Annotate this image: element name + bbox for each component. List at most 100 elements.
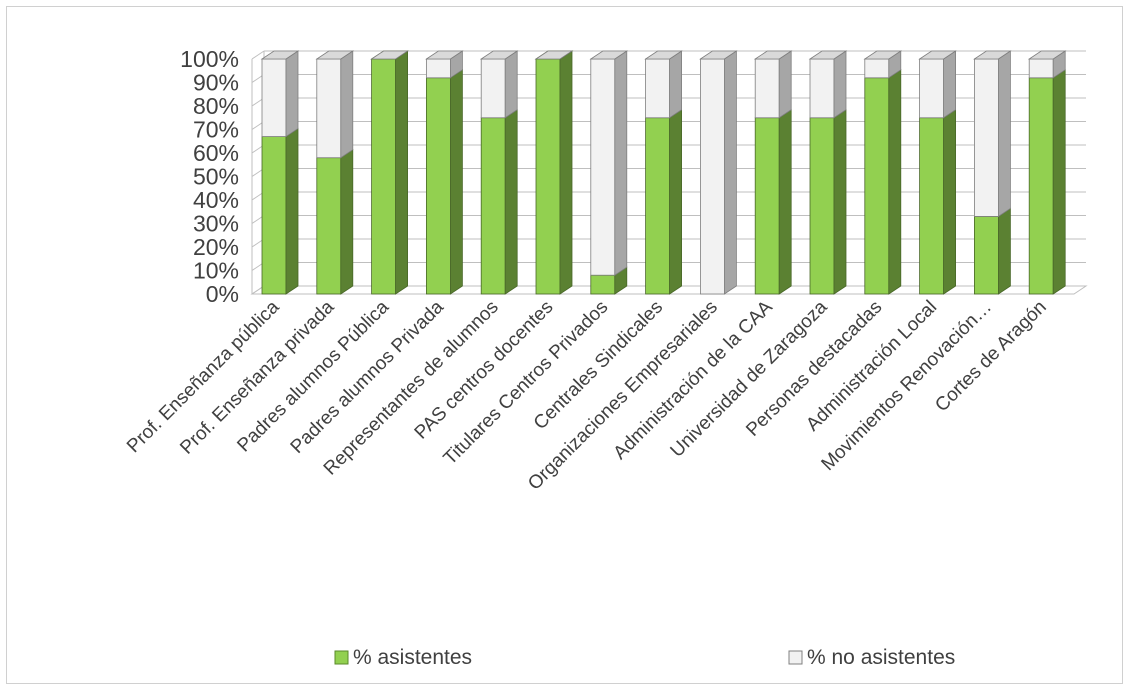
bar-asistentes-side (998, 207, 1011, 295)
bar-no-asistentes-front (261, 58, 287, 137)
bar-no-asistentes-front (919, 58, 944, 119)
bar-asistentes-side (888, 69, 902, 295)
bar-no-asistentes (260, 50, 300, 138)
bar-asistentes-side (943, 109, 956, 295)
bar-asistentes-front (974, 216, 999, 295)
bar-asistentes-side (778, 109, 792, 295)
bar-no-asistentes-side (504, 50, 518, 119)
bar-asistentes-side (504, 109, 518, 295)
bar-no-asistentes (808, 50, 848, 119)
bar-no-asistentes-front (974, 58, 999, 217)
legend-swatch-asistentes (334, 650, 349, 665)
bar-asistentes-front (590, 274, 616, 295)
bar-asistentes-front (425, 77, 451, 295)
legend-label-no-asistentes: % no asistentes (807, 646, 955, 669)
y-tick-label: 20% (193, 234, 239, 260)
bar-no-asistentes-side (943, 50, 956, 119)
bar-no-asistentes (753, 50, 793, 119)
bar-asistentes (590, 266, 628, 295)
bar-no-asistentes-front (590, 58, 616, 276)
bar-asistentes-front (316, 157, 342, 295)
bar-no-asistentes-top (918, 50, 957, 60)
bar-no-asistentes-front (316, 58, 342, 159)
bar-asistentes (370, 50, 409, 295)
bar-asistentes-front (535, 58, 561, 295)
bar-no-asistentes-side (998, 50, 1011, 218)
bar-asistentes-front (919, 117, 944, 295)
y-tick-label: 60% (193, 140, 239, 166)
bar-no-asistentes-side (724, 50, 737, 295)
y-tick-label: 70% (193, 117, 239, 143)
bar-asistentes-front (809, 117, 835, 295)
bar-asistentes-front (754, 117, 780, 295)
bar-no-asistentes (973, 50, 1012, 218)
bar-no-asistentes-front (809, 58, 835, 119)
bar-asistentes (864, 69, 902, 295)
bar-asistentes-side (669, 109, 682, 295)
bar-asistentes-side (833, 109, 847, 295)
bar-asistentes (425, 69, 463, 295)
bar-asistentes-side (1052, 69, 1066, 295)
bar-no-asistentes (479, 50, 519, 119)
bar-no-asistentes-top (644, 50, 683, 60)
stacked-bar-chart: 0%10%20%30%40%50%60%70%80%90%100% Prof. … (123, 46, 1088, 669)
bar-asistentes-front (1028, 77, 1054, 295)
bar-no-asistentes-top (973, 50, 1012, 60)
bar-no-asistentes-top (753, 50, 793, 60)
bar-no-asistentes-side (778, 50, 792, 119)
bar-no-asistentes-top (315, 50, 355, 60)
bar-asistentes-front (864, 77, 890, 295)
bar-asistentes-front (371, 58, 397, 295)
bar-no-asistentes-top (260, 50, 300, 60)
bar-asistentes (480, 109, 518, 295)
bar-asistentes (261, 127, 299, 295)
bar-no-asistentes (644, 50, 683, 119)
bar-no-asistentes-front (1028, 58, 1054, 79)
bar-no-asistentes-top (534, 50, 574, 60)
bar-asistentes-side (340, 148, 354, 295)
bar-no-asistentes-side (285, 50, 299, 138)
bar-asistentes-front (261, 136, 287, 295)
bar-asistentes-side (395, 50, 409, 295)
bar-no-asistentes-side (340, 50, 354, 159)
bar-no-asistentes-top (699, 50, 738, 60)
bar-asistentes-side (285, 127, 299, 295)
bar-no-asistentes-top (1027, 50, 1067, 60)
bars (260, 50, 1067, 295)
bar-asistentes (316, 148, 354, 295)
bar-no-asistentes-front (700, 58, 725, 295)
bar-no-asistentes-front (754, 58, 780, 119)
legend-label-asistentes: % asistentes (353, 646, 472, 669)
bar-no-asistentes (315, 50, 355, 159)
bar-no-asistentes (370, 50, 409, 60)
y-axis-tick-labels: 0%10%20%30%40%50%60%70%80%90%100% (180, 46, 239, 307)
bar-no-asistentes (918, 50, 957, 119)
bar-no-asistentes (1027, 50, 1067, 79)
chart-frame: 0% 10% 20% 30% 40% 50% 60% 70% 80% 90% 100% Prof. … (6, 6, 1123, 684)
bar-no-asistentes-side (833, 50, 847, 119)
bar-no-asistentes-top (425, 50, 464, 60)
bar-asistentes-side (559, 50, 573, 295)
chart-floor (250, 285, 1088, 295)
bar-asistentes (534, 50, 574, 295)
y-tick-label: 0% (206, 281, 239, 307)
bar-no-asistentes-side (669, 50, 682, 119)
bar-asistentes (974, 207, 1011, 295)
bar-asistentes (919, 109, 956, 295)
bar-asistentes (754, 109, 792, 295)
legend-swatch-no-asistentes (788, 650, 803, 665)
y-tick-label: 90% (193, 70, 239, 96)
y-tick-label: 100% (180, 46, 239, 72)
y-tick-label: 40% (193, 187, 239, 213)
bar-asistentes (645, 109, 682, 295)
bar-no-asistentes (589, 50, 629, 276)
bar-no-asistentes-side (614, 50, 628, 276)
bar-asistentes (1028, 69, 1066, 295)
bar-no-asistentes-top (370, 50, 409, 60)
bar-no-asistentes (863, 50, 903, 79)
bar-no-asistentes-top (863, 50, 903, 60)
bar-asistentes (809, 109, 847, 295)
legend: % asistentes % no asistentes (334, 646, 955, 669)
bar-no-asistentes-front (480, 58, 506, 119)
